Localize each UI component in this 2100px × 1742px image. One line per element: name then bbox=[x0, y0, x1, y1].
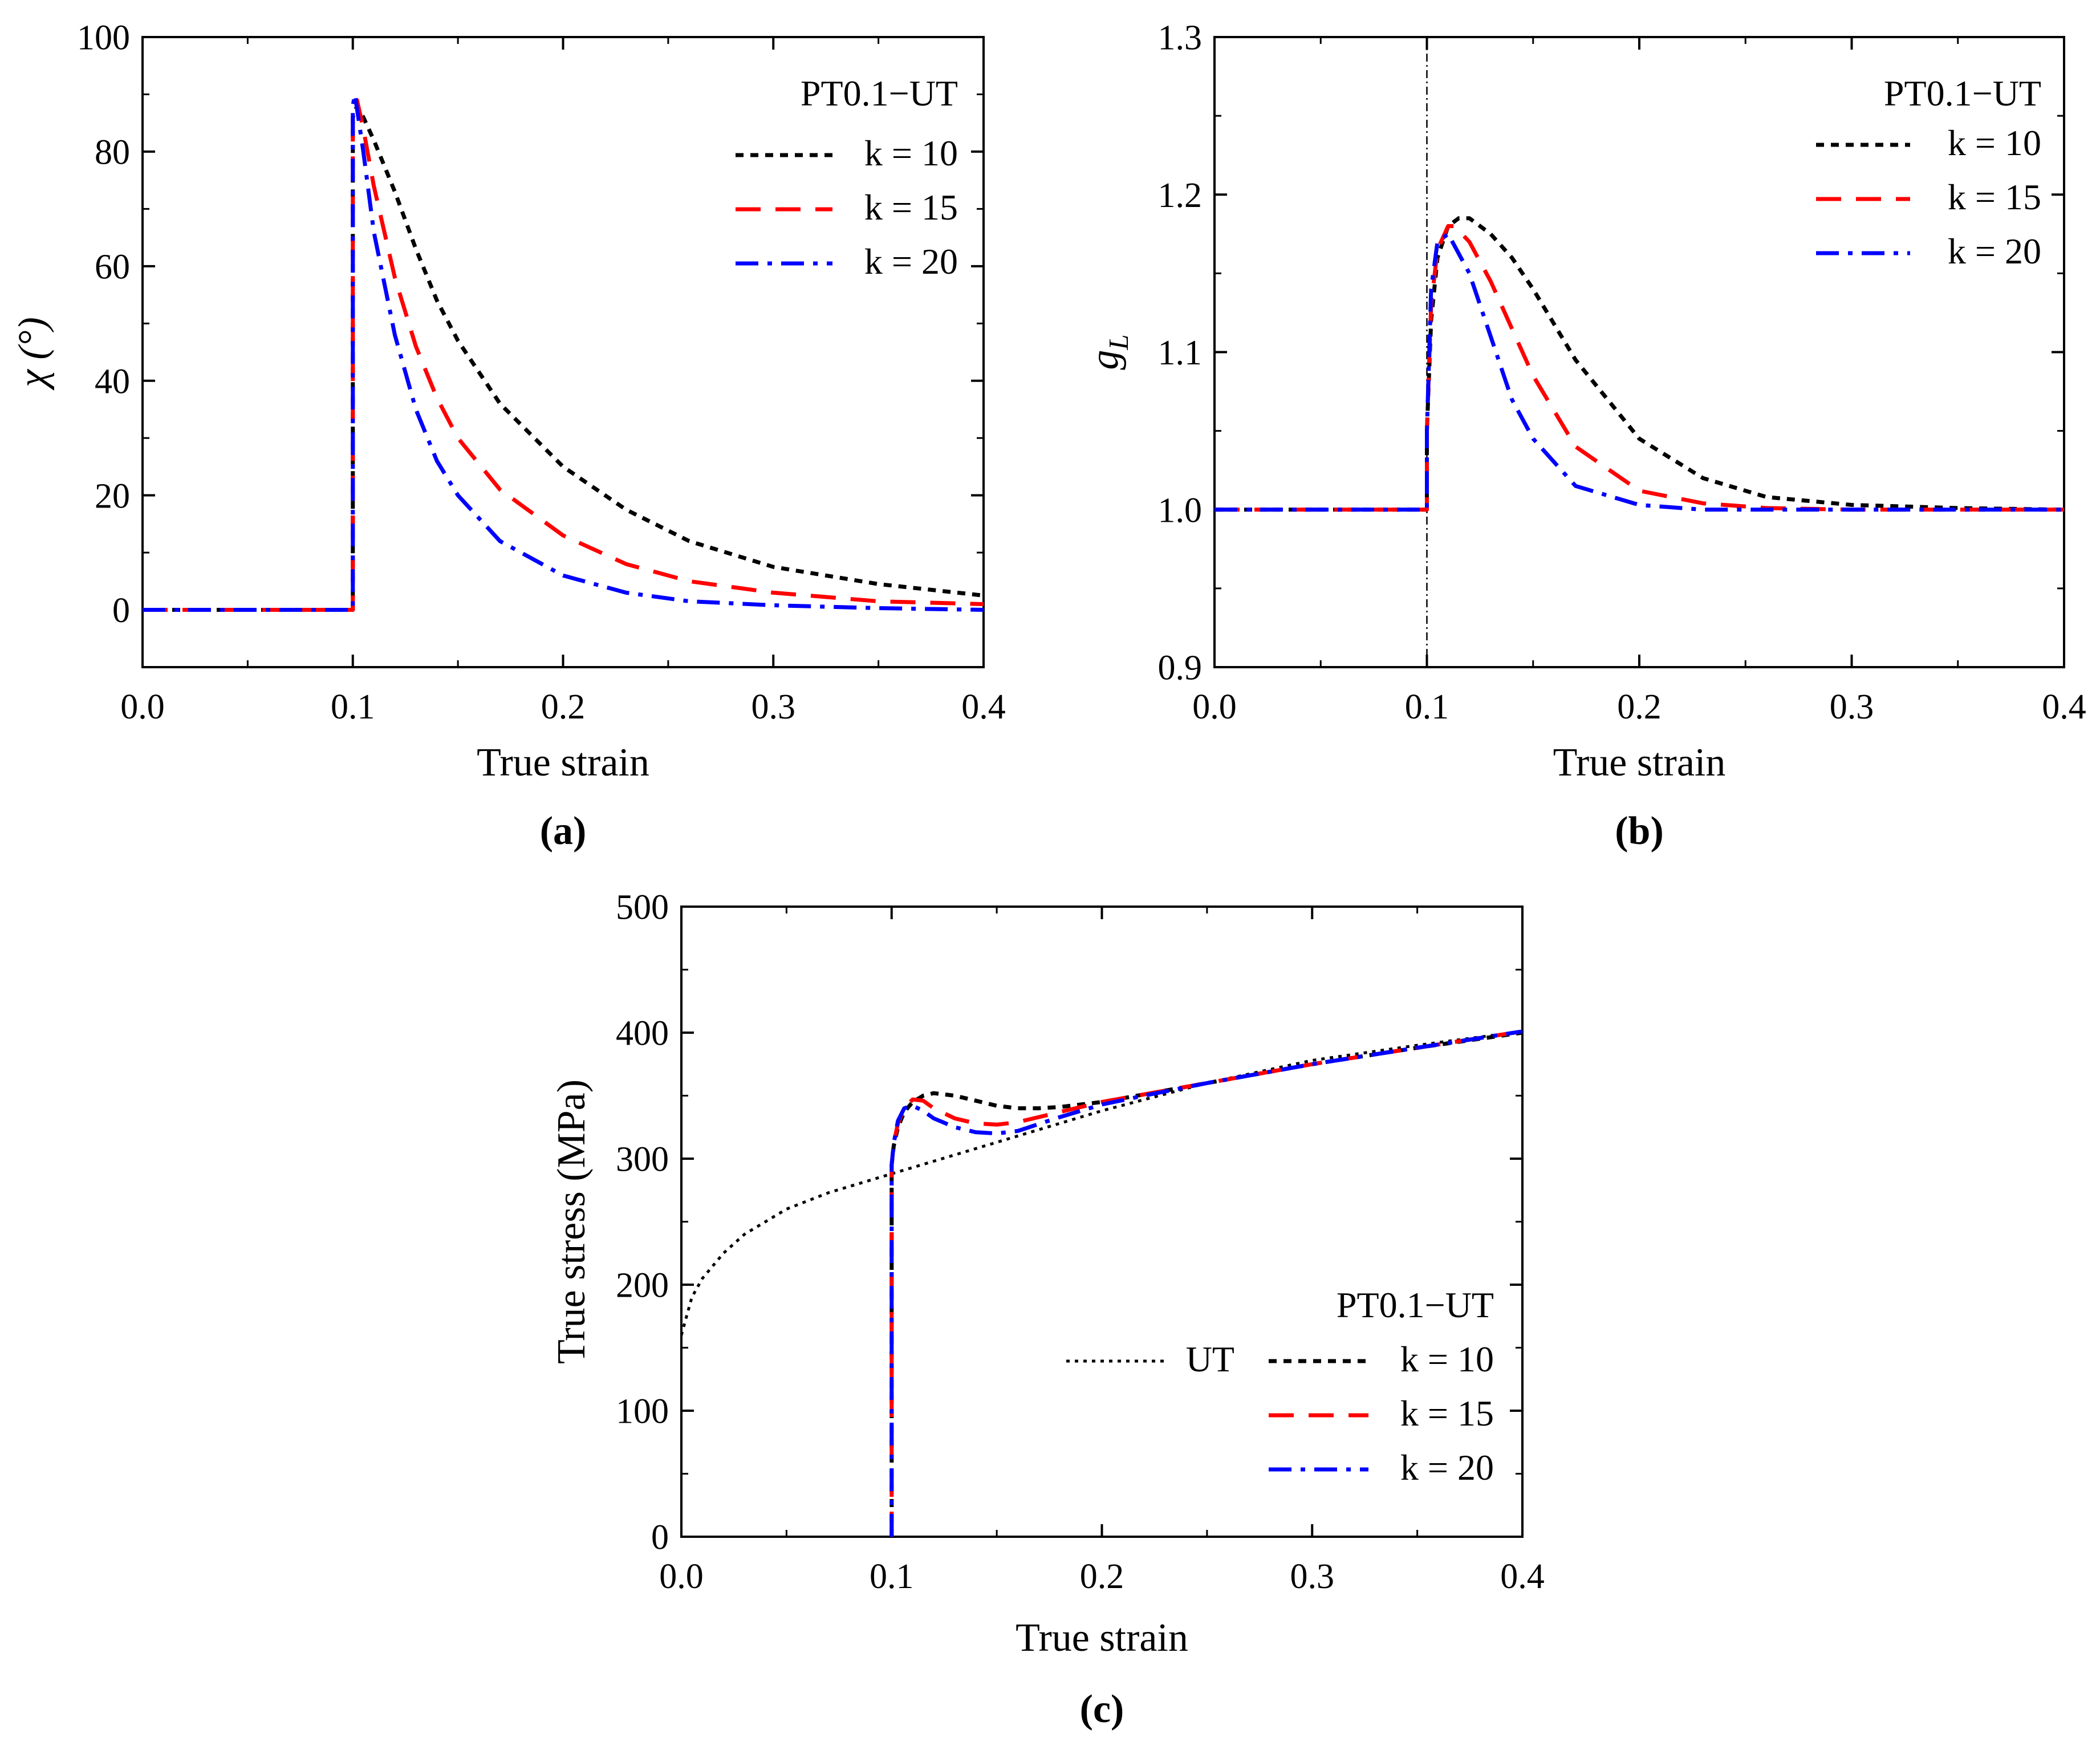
series-group bbox=[1214, 216, 2064, 512]
legend-title: PT0.1−UT bbox=[1337, 1285, 1494, 1325]
legend-label-0: k = 10 bbox=[1948, 123, 2041, 163]
y-tick-label: 1.3 bbox=[1158, 19, 1203, 58]
x-tick-label: 0.2 bbox=[1617, 688, 1662, 726]
panel-caption: (b) bbox=[1615, 809, 1664, 853]
y-axis-label-sub: L bbox=[1103, 334, 1134, 350]
y-tick-label: 1.2 bbox=[1158, 176, 1203, 215]
x-axis-label: True strain bbox=[1016, 1616, 1188, 1660]
series-line-1 bbox=[143, 98, 984, 612]
x-tick-label: 0.2 bbox=[541, 688, 586, 726]
x-tick-label: 0.4 bbox=[961, 688, 1006, 726]
legend: PT0.1−UT k = 10 k = 15 k = 20 bbox=[736, 73, 958, 282]
y-axis-label-main: True stress (MPa) bbox=[550, 1079, 594, 1364]
y-tick-label: 80 bbox=[95, 133, 130, 172]
y-tick-label: 1.0 bbox=[1158, 491, 1203, 530]
legend-label-2: k = 20 bbox=[1948, 231, 2041, 271]
x-tick-label: 0.3 bbox=[1830, 688, 1874, 726]
y-axis-label: gL bbox=[1083, 334, 1134, 369]
x-tick-label: 0.2 bbox=[1080, 1557, 1124, 1596]
legend-label-1: k = 15 bbox=[1948, 177, 2041, 217]
legend-title: PT0.1−UT bbox=[801, 73, 958, 113]
series-line-2 bbox=[143, 92, 984, 612]
y-tick-label: 100 bbox=[77, 19, 130, 58]
x-tick-label: 0.4 bbox=[1500, 1557, 1545, 1596]
y-tick-label: 20 bbox=[95, 477, 130, 515]
legend-title: PT0.1−UT bbox=[1884, 73, 2041, 113]
x-tick-label: 0.0 bbox=[1192, 688, 1237, 726]
y-tick-label: 300 bbox=[616, 1140, 669, 1179]
x-tick-label: 0.1 bbox=[331, 688, 375, 726]
x-axis-label: True strain bbox=[477, 741, 649, 785]
legend: PT0.1−UT UT k = 10 k = 15 k = 20 bbox=[1066, 1285, 1494, 1488]
x-axis-label: True strain bbox=[1553, 741, 1726, 785]
series-line-0 bbox=[681, 1030, 1522, 1336]
panel-caption-text: (c) bbox=[1080, 1687, 1124, 1731]
legend-label-0: UT bbox=[1186, 1339, 1234, 1379]
series-line-1 bbox=[1214, 224, 2064, 512]
y-tick-label: 0 bbox=[651, 1518, 669, 1557]
panel-a: 0.0 0.1 0.2 0.3 0.4 0 20 40 60 80 100 True strain χ … bbox=[11, 19, 1006, 853]
legend-label-2: k = 20 bbox=[864, 241, 958, 282]
panel-caption-text: (b) bbox=[1615, 809, 1664, 853]
y-axis-label: χ (°) bbox=[11, 317, 55, 391]
y-tick-label: 100 bbox=[616, 1392, 669, 1431]
series-line-3 bbox=[889, 1029, 1522, 1537]
x-tick-label: 0.1 bbox=[1405, 688, 1449, 726]
panel-c: 0.0 0.1 0.2 0.3 0.4 0 100 200 300 400 500 True stra… bbox=[550, 888, 1545, 1731]
legend: PT0.1−UT k = 10 k = 15 k = 20 bbox=[1816, 73, 2041, 271]
y-tick-label: 60 bbox=[95, 248, 130, 287]
x-tick-label: 0.4 bbox=[2042, 688, 2086, 726]
series-group bbox=[143, 92, 984, 612]
series-line-0 bbox=[1214, 216, 2064, 512]
panel-caption: (c) bbox=[1080, 1687, 1124, 1731]
x-tick-label: 0.0 bbox=[659, 1557, 704, 1596]
legend-label-2: k = 15 bbox=[1400, 1393, 1494, 1434]
y-axis-label: True stress (MPa) bbox=[550, 1079, 594, 1364]
x-tick-label: 0.1 bbox=[870, 1557, 914, 1596]
y-tick-label: 200 bbox=[616, 1266, 669, 1305]
panel-caption-text: (a) bbox=[540, 809, 587, 853]
legend-label-1: k = 10 bbox=[1400, 1339, 1494, 1379]
x-tick-label: 0.3 bbox=[752, 688, 796, 726]
series-line-2 bbox=[1214, 232, 2064, 512]
y-tick-label: 40 bbox=[95, 362, 130, 401]
series-group bbox=[681, 1029, 1522, 1537]
y-axis-label-main: χ (°) bbox=[11, 317, 55, 391]
legend-label-0: k = 10 bbox=[864, 133, 958, 173]
legend-label-1: k = 15 bbox=[864, 187, 958, 228]
y-tick-label: 400 bbox=[616, 1014, 669, 1053]
y-tick-label: 1.1 bbox=[1158, 334, 1203, 372]
y-tick-label: 0.9 bbox=[1158, 649, 1203, 688]
panel-caption: (a) bbox=[540, 809, 587, 853]
panel-b: 0.0 0.1 0.2 0.3 0.4 0.9 1.0 1.1 1.2 1.3 True strai… bbox=[1083, 19, 2086, 853]
y-tick-label: 500 bbox=[616, 888, 669, 927]
y-axis-label-main: g bbox=[1083, 350, 1127, 370]
legend-label-3: k = 20 bbox=[1400, 1447, 1494, 1488]
y-tick-label: 0 bbox=[112, 591, 130, 630]
x-tick-label: 0.0 bbox=[120, 688, 165, 726]
x-tick-label: 0.3 bbox=[1290, 1557, 1335, 1596]
